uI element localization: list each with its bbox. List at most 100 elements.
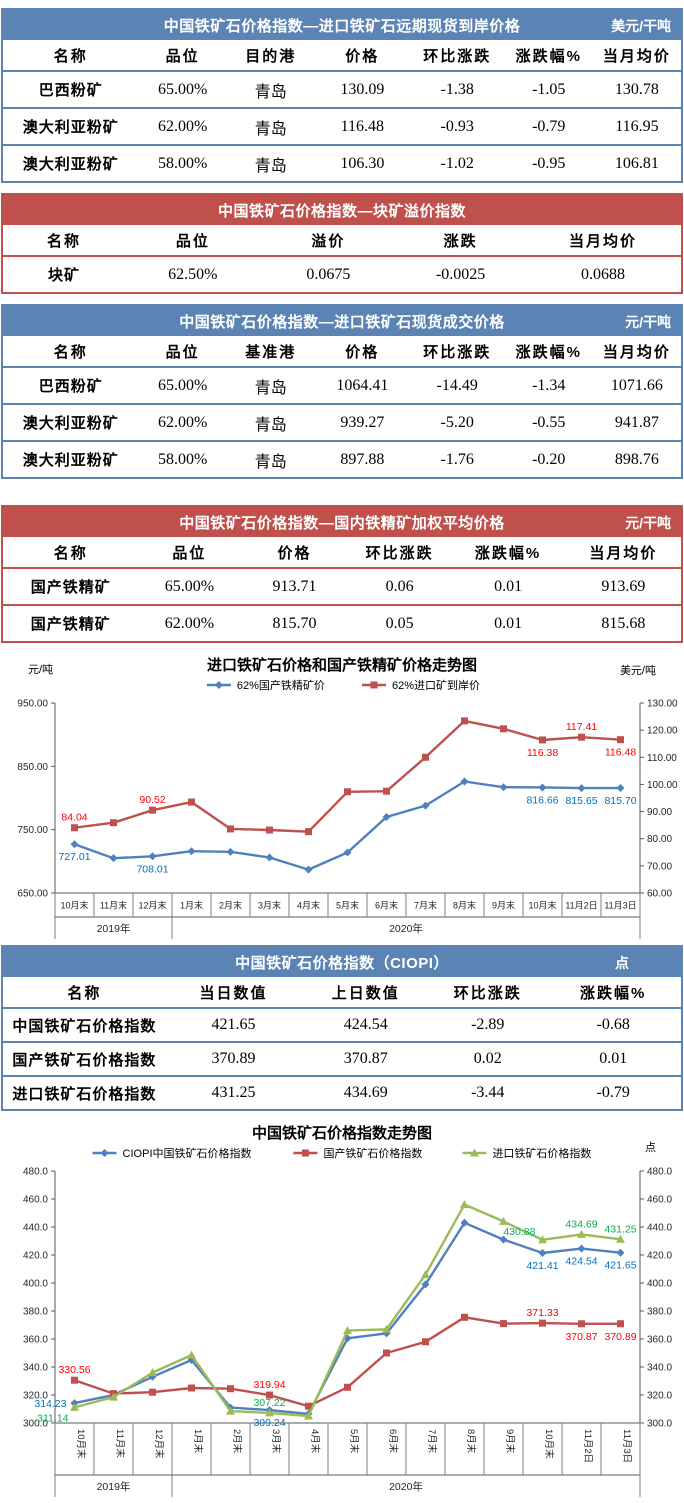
value-cell: 0.02 bbox=[473, 1050, 502, 1067]
x-axis-year-label: 2019年 bbox=[97, 922, 131, 935]
value-cell: 0.06 bbox=[385, 577, 414, 595]
diamond-marker-icon bbox=[577, 1244, 586, 1253]
column-header: 涨跌幅% bbox=[474, 544, 542, 562]
right-axis-tick-label: 340.0 bbox=[647, 1363, 672, 1374]
value-cell: 青岛 bbox=[254, 416, 287, 434]
value-cell: 130.78 bbox=[614, 80, 659, 98]
diamond-marker-icon bbox=[538, 1249, 547, 1258]
table-title: 中国铁矿石价格指数—块矿溢价指数 bbox=[217, 202, 466, 220]
diamond-marker-icon bbox=[421, 1280, 430, 1289]
table-row: 澳大利亚粉矿 62.00% 青岛 939.27 -5.20 -0.55 941.87 bbox=[3, 404, 681, 441]
data-point-label: 430.88 bbox=[503, 1226, 535, 1238]
x-axis-category-label: 10月末 bbox=[75, 1429, 87, 1459]
value-cell: 898.76 bbox=[614, 450, 659, 468]
x-axis-category-label: 10月末 bbox=[60, 900, 88, 911]
value-cell: 130.09 bbox=[340, 80, 385, 98]
x-axis-category-label: 11月末 bbox=[114, 1429, 126, 1458]
row-name-cell: 澳大利亚粉矿 bbox=[22, 156, 119, 173]
value-cell: 1064.41 bbox=[336, 376, 389, 394]
square-marker-icon bbox=[422, 753, 429, 761]
diamond-marker-icon bbox=[109, 854, 118, 863]
column-header: 品位 bbox=[165, 47, 200, 65]
value-cell: 431.25 bbox=[211, 1084, 256, 1101]
table-title-band: 中国铁矿石价格指数—进口铁矿石现货成交价格 元/干吨 bbox=[3, 306, 681, 336]
triangle-marker-icon bbox=[148, 1368, 157, 1377]
diamond-marker-icon bbox=[499, 1235, 508, 1244]
table-unit: 美元/干吨 bbox=[611, 18, 671, 34]
value-cell: 62.00% bbox=[158, 117, 208, 135]
value-cell: -0.79 bbox=[596, 1084, 630, 1101]
triangle-marker-icon bbox=[460, 1200, 469, 1209]
diamond-marker-icon bbox=[421, 801, 430, 810]
value-cell: 58.00% bbox=[158, 154, 208, 172]
right-axis-tick-label: 130.00 bbox=[647, 699, 678, 710]
value-cell: 青岛 bbox=[254, 453, 287, 471]
square-marker-icon bbox=[305, 828, 312, 836]
data-point-label: 434.69 bbox=[565, 1218, 597, 1230]
column-header: 品位 bbox=[165, 343, 200, 361]
square-marker-icon bbox=[344, 1383, 351, 1391]
square-marker-icon bbox=[266, 1391, 273, 1399]
left-axis-tick-label: 480.0 bbox=[23, 1167, 48, 1178]
x-axis-year-label: 2020年 bbox=[389, 922, 423, 935]
square-marker-icon bbox=[71, 1376, 78, 1384]
x-axis-category-label: 12月末 bbox=[138, 900, 166, 911]
column-header: 名称 bbox=[67, 984, 102, 1002]
column-header: 名称 bbox=[47, 232, 82, 250]
table-unit: 点 bbox=[615, 955, 629, 971]
x-axis-category-label: 11月2日 bbox=[582, 1429, 593, 1463]
value-cell: 0.01 bbox=[599, 1050, 628, 1067]
square-marker-icon bbox=[617, 1320, 624, 1328]
column-header: 当月均价 bbox=[602, 343, 671, 361]
value-cell: 62.00% bbox=[164, 614, 215, 632]
value-cell: 0.0675 bbox=[306, 265, 351, 283]
right-axis-tick-label: 100.00 bbox=[647, 780, 678, 791]
column-header-row: 名称 品位 溢价 涨跌 当月均价 bbox=[3, 225, 681, 256]
right-axis-tick-label: 400.0 bbox=[647, 1279, 672, 1290]
column-header: 名称 bbox=[53, 343, 88, 361]
column-header: 环比涨跌 bbox=[453, 984, 522, 1002]
left-axis-tick-label: 360.0 bbox=[23, 1335, 48, 1346]
value-cell: 116.95 bbox=[615, 117, 659, 135]
table-title: 中国铁矿石价格指数—国内铁精矿加权平均价格 bbox=[179, 514, 505, 532]
column-header: 价格 bbox=[277, 544, 312, 562]
value-cell: -0.79 bbox=[532, 117, 566, 135]
table-row: 进口铁矿石价格指数 431.25 434.69 -3.44 -0.79 bbox=[3, 1076, 681, 1109]
row-name-cell: 进口铁矿石价格指数 bbox=[12, 1085, 157, 1103]
value-cell: 0.05 bbox=[385, 614, 414, 632]
x-axis-category-label: 3月末 bbox=[270, 1429, 282, 1454]
x-axis-category-label: 1月末 bbox=[180, 900, 203, 911]
triangle-marker-icon bbox=[421, 1270, 430, 1279]
data-point-label: 319.94 bbox=[253, 1379, 285, 1391]
square-marker-icon bbox=[383, 1349, 390, 1357]
left-axis-tick-label: 400.0 bbox=[23, 1279, 48, 1290]
square-marker-icon bbox=[110, 819, 117, 827]
column-header: 名称 bbox=[53, 47, 88, 65]
square-marker-icon bbox=[266, 826, 273, 834]
square-marker-icon bbox=[578, 733, 585, 741]
column-header: 目的港 bbox=[245, 47, 297, 65]
square-marker-icon bbox=[383, 787, 390, 795]
data-point-label: 421.65 bbox=[604, 1260, 636, 1272]
square-marker-icon bbox=[500, 725, 507, 733]
value-cell: -1.02 bbox=[440, 154, 474, 172]
data-point-label: 370.89 bbox=[604, 1331, 636, 1343]
square-marker-icon bbox=[617, 736, 624, 744]
chart-title: 中国铁矿石价格指数走势图 bbox=[252, 1124, 432, 1142]
column-header: 当日数值 bbox=[199, 984, 268, 1002]
square-marker-icon bbox=[461, 1313, 468, 1321]
table-row: 澳大利亚粉矿 62.00% 青岛 116.48 -0.93 -0.79 116.95 bbox=[3, 108, 681, 145]
left-axis-unit: 元/吨 bbox=[28, 663, 53, 676]
data-point-label: 116.38 bbox=[527, 747, 558, 759]
column-header: 名称 bbox=[53, 544, 88, 562]
legend-label: 进口铁矿石价格指数 bbox=[492, 1146, 591, 1160]
value-cell: 815.70 bbox=[272, 614, 317, 632]
price-table: 名称 品位 溢价 涨跌 当月均价 块矿 62.50% 0.0675 -0.0025 0.0688 bbox=[3, 225, 681, 292]
data-point-label: 815.65 bbox=[565, 795, 597, 807]
triangle-marker-icon bbox=[577, 1229, 586, 1238]
x-axis-category-label: 11月3日 bbox=[621, 1429, 632, 1463]
diamond-marker-icon bbox=[460, 1218, 469, 1227]
square-marker-icon bbox=[370, 681, 378, 689]
row-name-cell: 巴西粉矿 bbox=[38, 378, 103, 395]
row-name-cell: 澳大利亚粉矿 bbox=[22, 452, 119, 469]
